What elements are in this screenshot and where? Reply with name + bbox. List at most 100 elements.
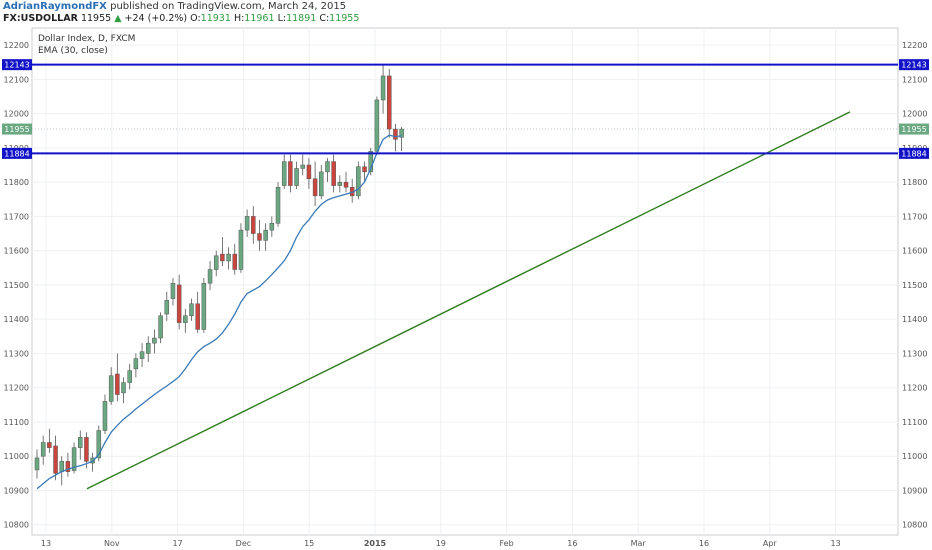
candle-up xyxy=(399,128,404,138)
candle-up xyxy=(121,382,126,394)
candle-up xyxy=(325,161,330,173)
y-tick-label-right: 10800 xyxy=(902,521,927,530)
up-arrow-icon: ▲ xyxy=(114,13,122,24)
candle-up xyxy=(127,370,132,383)
candle-up xyxy=(189,303,194,317)
candle-up xyxy=(71,447,77,471)
y-tick-label-left: 10800 xyxy=(4,521,29,530)
candle-up xyxy=(164,300,170,315)
candle-up xyxy=(368,151,373,173)
candle-down xyxy=(312,178,318,197)
candle-up xyxy=(133,358,139,370)
low-value: 11891 xyxy=(286,13,317,24)
x-tick-label: 2015 xyxy=(364,539,387,548)
candle-down xyxy=(362,166,367,173)
candle-down xyxy=(257,233,262,241)
level-tag-right-text: 12143 xyxy=(901,61,926,70)
plot-area[interactable] xyxy=(31,27,899,536)
candle-down xyxy=(84,437,89,462)
y-tick-label-right: 11200 xyxy=(902,384,927,393)
y-tick-label-left: 12100 xyxy=(4,75,29,84)
y-tick-label-left: 10900 xyxy=(4,486,29,495)
y-tick-label-left: 11600 xyxy=(4,247,29,256)
published-text: published on TradingView.com, March 24, … xyxy=(110,1,347,12)
y-tick-label-right: 11500 xyxy=(902,281,927,290)
level-tag-right xyxy=(899,59,929,71)
candle-up xyxy=(300,164,305,169)
candle-up xyxy=(145,342,151,354)
candle-up xyxy=(238,229,244,270)
x-tick-label: Dec xyxy=(236,539,251,548)
candle-up xyxy=(380,75,386,101)
level-tag-left-text: 11884 xyxy=(4,149,29,158)
candle-down xyxy=(47,442,52,448)
candle-up xyxy=(374,99,380,152)
y-tick-label-right: 11800 xyxy=(902,178,927,187)
x-tick-label: 13 xyxy=(831,539,841,548)
y-tick-label-right: 12000 xyxy=(902,110,927,119)
ema-line xyxy=(36,134,402,490)
candle-down xyxy=(115,373,120,395)
candle-up xyxy=(158,315,163,339)
y-tick-label-left: 11300 xyxy=(4,349,29,358)
low-label: L: xyxy=(277,13,287,24)
candle-up xyxy=(269,223,275,231)
level-tag-left-text: 12143 xyxy=(4,61,29,70)
x-tick-label: 13 xyxy=(41,539,51,548)
candle-up xyxy=(281,161,287,186)
candle-up xyxy=(96,430,102,459)
chart-header: AdrianRaymondFX published on TradingView… xyxy=(0,0,932,27)
level-tag-right-text: 11884 xyxy=(901,149,926,158)
y-tick-label-right: 11600 xyxy=(902,247,927,256)
candle-up xyxy=(40,442,46,457)
open-label: O: xyxy=(190,13,201,24)
candle-down xyxy=(220,253,225,262)
candle-up xyxy=(78,437,83,448)
x-tick-label: Mar xyxy=(631,539,647,548)
y-tick-label-right: 12100 xyxy=(902,75,927,84)
x-tick-label: 19 xyxy=(436,539,446,548)
price-tag-right-text: 11955 xyxy=(901,125,926,134)
candle-down xyxy=(393,128,398,140)
level-tag-left xyxy=(2,147,32,159)
high-value: 11961 xyxy=(244,13,275,24)
candle-up xyxy=(170,282,176,299)
close-label: C: xyxy=(319,13,330,24)
last-price: 11955 xyxy=(80,13,112,24)
x-tick-label: Feb xyxy=(500,539,514,548)
candle-up xyxy=(213,255,219,270)
open-value: 11931 xyxy=(200,13,231,24)
trendline[interactable] xyxy=(86,111,851,490)
symbol-label: FX:USDOLLAR xyxy=(3,13,78,24)
publish-line: AdrianRaymondFX published on TradingView… xyxy=(3,1,346,12)
y-tick-label-left: 11800 xyxy=(4,178,29,187)
y-tick-label-left: 12000 xyxy=(4,110,29,119)
level-tag-right xyxy=(899,147,929,159)
candle-up xyxy=(139,351,145,359)
candle-up xyxy=(59,461,64,472)
candle-down xyxy=(176,284,182,323)
candle-down xyxy=(195,303,200,330)
high-label: H: xyxy=(233,13,245,24)
price-tag-left-text: 11955 xyxy=(4,125,29,134)
close-value: 11955 xyxy=(329,13,360,24)
author-link[interactable]: AdrianRaymondFX xyxy=(3,1,107,12)
candle-up xyxy=(201,282,207,330)
candle-down xyxy=(251,216,256,234)
y-tick-label-left: 12200 xyxy=(4,41,29,50)
x-tick-label: 17 xyxy=(173,539,183,548)
x-tick-label: 15 xyxy=(304,539,314,548)
change-value: +24 (+0.2%) xyxy=(124,13,188,24)
candle-down xyxy=(331,161,336,186)
y-tick-label-left: 11700 xyxy=(4,212,29,221)
x-tick-label: 16 xyxy=(567,539,577,548)
price-tag-right xyxy=(899,123,929,135)
candle-down xyxy=(232,253,238,270)
candle-up xyxy=(226,253,231,262)
y-tick-label-left: 11100 xyxy=(4,418,29,427)
candle-down xyxy=(65,461,71,472)
candle-up xyxy=(319,171,324,197)
legend-ema: EMA (30, close) xyxy=(38,46,108,56)
candle-up xyxy=(356,166,361,197)
